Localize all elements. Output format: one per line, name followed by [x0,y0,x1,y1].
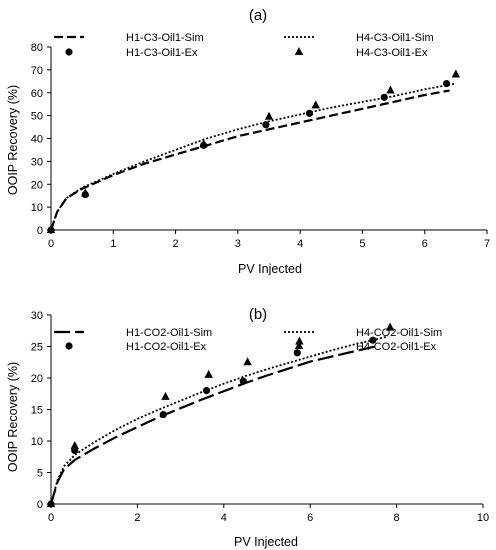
chart-b-series-3-point-4 [243,357,252,366]
chart-a-series-3-point-1 [81,188,90,197]
chart-b-x-tick-label-0: 0 [48,512,54,524]
chart-a-y-tick-label-7: 70 [31,65,43,77]
chart-b-legend-swatch-2 [65,342,73,350]
chart-b-y-tick-label-5: 25 [31,342,43,354]
chart-b-title: (b) [249,306,267,323]
chart-b-x-tick-label-4: 8 [394,512,400,524]
chart-a-x-tick-label-0: 0 [48,238,54,250]
chart-b-series-3-point-0 [46,499,56,507]
chart-a-series-2-point-6 [442,80,451,88]
chart-a-x-axis-label: PV Injected [238,262,302,275]
chart-b-x-tick-label-5: 10 [477,512,489,524]
chart-a-x-tick-label-6: 6 [422,238,428,250]
chart-b-y-tick-label-4: 20 [31,373,43,385]
chart-a-legend-swatch-2 [65,48,73,56]
chart-b-legend-label-1: H4-CO2-Oil1-Sim [356,327,442,339]
chart-b-x-tick-label-1: 2 [134,512,140,524]
chart-b: (b) H1-CO2-Oil1-Sim H4-CO2-Oil1-Sim H1-C… [6,306,489,549]
chart-a-x-tick-label-3: 3 [235,238,241,250]
chart-a-legend-label-2: H1-C3-Oil1-Ex [126,47,198,59]
chart-a-series-3-point-2 [199,139,208,148]
chart-a-x-tick-label-2: 2 [173,238,179,250]
chart-b-x-axis-label: PV Injected [234,535,298,549]
chart-b-legend-label-2: H1-CO2-Oil1-Ex [126,341,207,353]
chart-a-y-tick-label-8: 80 [31,42,43,54]
chart-b-legend-label-0: H1-CO2-Oil1-Sim [126,327,212,339]
chart-b-series-2-point-5 [293,349,301,357]
chart-a-x-tick-label-4: 4 [297,238,303,250]
chart-b-y-axis-label: OOIP Recovery (%) [6,362,20,472]
chart-a-series-3-point-3 [264,111,274,120]
chart-a-y-tick-label-2: 20 [31,179,43,191]
chart-a-legend-label-3: H4-C3-Oil1-Ex [356,47,428,59]
chart-b-y-tick-label-2: 10 [31,436,43,448]
chart-b-series-1-line [50,335,389,505]
chart-a-y-tick-label-3: 30 [31,156,43,168]
chart-b-y-tick-label-6: 30 [31,310,43,322]
chart-a-legend-label-0: H1-C3-Oil1-Sim [126,32,204,44]
chart-a-series-1-line [50,82,457,231]
chart-a-y-tick-label-5: 50 [31,111,43,123]
chart-a-legend-swatch-3 [294,47,304,55]
chart-b-legend-swatch-3 [294,341,304,349]
chart-a-series-3-point-5 [386,85,395,94]
chart-a-y-tick-label-0: 0 [37,225,43,237]
chart-b-y-tick-label-1: 5 [37,468,43,480]
chart-a: (a) H1-C3-Oil1-Sim H4-C3-Oil1-Sim H1-C3-… [6,7,490,275]
chart-b-series-3-point-5 [295,336,304,345]
chart-b-series-2-point-4 [239,377,247,385]
chart-b-series-3-point-2 [161,391,170,400]
chart-a-series-2-point-5 [380,93,388,101]
chart-a-x-tick-label-1: 1 [110,238,116,250]
chart-a-series-3-point-0 [46,225,56,233]
chart-b-series-3-point-1 [70,441,79,450]
chart-a-x-tick-label-7: 7 [484,238,490,250]
chart-a-legend-label-1: H4-C3-Oil1-Sim [356,32,434,44]
chart-a-y-tick-label-1: 10 [31,202,43,214]
chart-b-series-2-point-3 [202,387,211,395]
chart-a-series-3-point-4 [311,100,320,109]
chart-b-series-2-point-2 [159,410,167,419]
chart-b-x-tick-label-3: 6 [307,512,313,524]
chart-a-series-2-point-3 [262,121,270,129]
chart-b-series-0-line [49,345,376,505]
chart-a-y-tick-label-4: 40 [31,134,43,146]
chart-a-x-tick-label-5: 5 [359,238,365,250]
chart-b-y-tick-label-0: 0 [37,499,43,511]
chart-a-y-axis-label: OOIP Recovery (%) [6,85,20,195]
chart-b-series-2-point-6 [369,336,377,344]
chart-a-y-tick-label-6: 60 [31,88,43,100]
chart-b-legend-label-3: H4-CO2-Oil1-Ex [356,341,437,353]
chart-a-series-3-point-6 [451,69,461,78]
chart-a-series-0-line [49,89,450,231]
chart-b-series-3-point-6 [385,322,395,331]
chart-b-series-3-point-3 [204,369,213,378]
chart-a-title: (a) [249,7,267,24]
chart-a-series-2-point-4 [305,109,314,117]
chart-b-x-tick-label-2: 4 [221,512,227,524]
chart-b-y-tick-label-3: 15 [31,405,43,417]
